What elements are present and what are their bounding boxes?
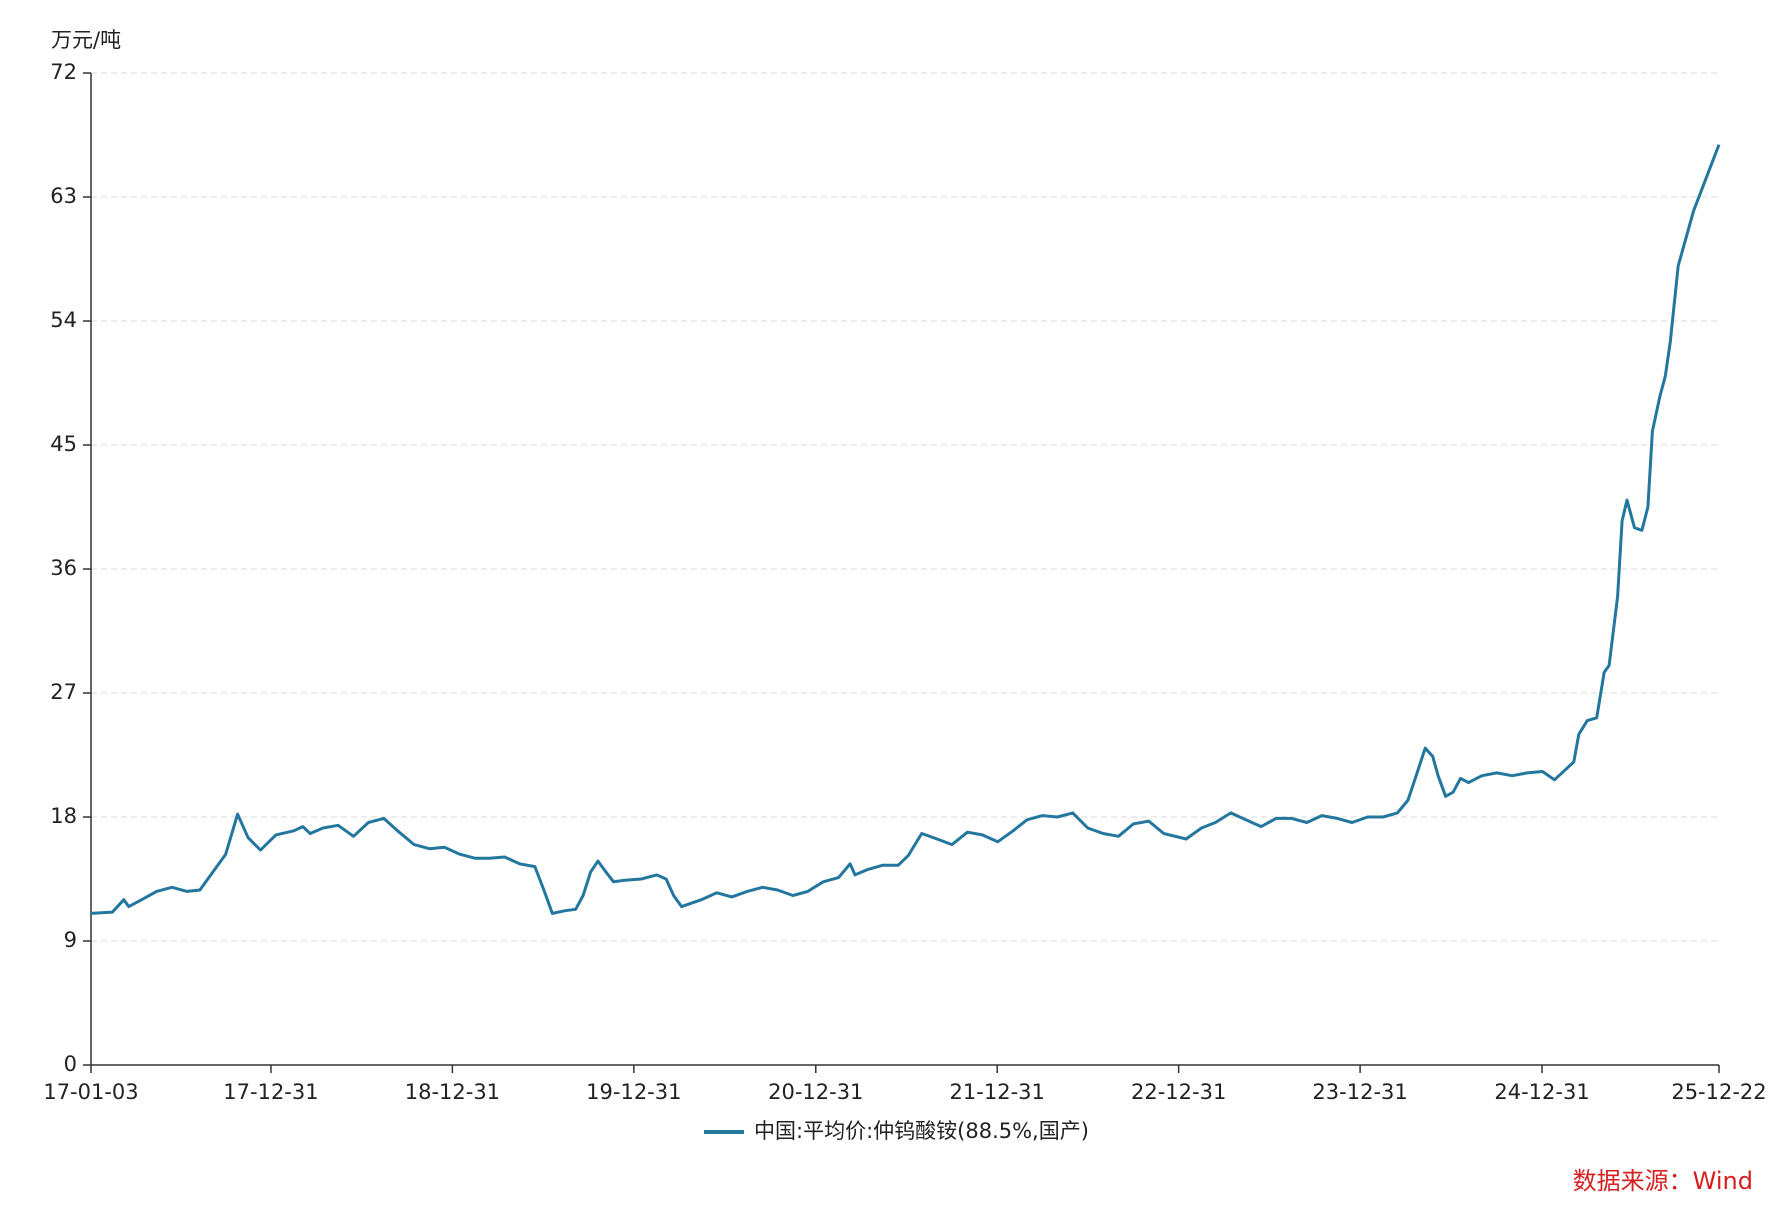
y-tick-label: 0 bbox=[64, 1052, 77, 1076]
y-tick-label: 45 bbox=[50, 432, 77, 456]
y-tick-label: 18 bbox=[50, 804, 77, 828]
y-tick-label: 54 bbox=[50, 308, 77, 332]
line-series bbox=[90, 144, 1721, 915]
legend-label: 中国:平均价:仲钨酸铵(88.5%,国产) bbox=[754, 1119, 1089, 1143]
y-tick-label: 9 bbox=[64, 928, 77, 952]
x-tick-label: 17-01-03 bbox=[43, 1080, 138, 1104]
y-tick-label: 72 bbox=[50, 60, 77, 84]
y-tick-label: 36 bbox=[50, 556, 77, 580]
x-tick-label: 23-12-31 bbox=[1312, 1080, 1407, 1104]
x-tick-label: 17-12-31 bbox=[223, 1080, 318, 1104]
x-tick-label: 21-12-31 bbox=[950, 1080, 1045, 1104]
x-tick-label: 19-12-31 bbox=[586, 1080, 681, 1104]
y-tick-label: 27 bbox=[50, 680, 77, 704]
x-tick-label: 18-12-31 bbox=[405, 1080, 500, 1104]
y-axis-label: 万元/吨 bbox=[51, 28, 121, 52]
x-tick-label: 22-12-31 bbox=[1131, 1080, 1226, 1104]
x-tick-label: 24-12-31 bbox=[1494, 1080, 1589, 1104]
x-tick-label: 20-12-31 bbox=[768, 1080, 863, 1104]
y-tick-label: 63 bbox=[50, 184, 77, 208]
source-note: 数据来源：Wind bbox=[1573, 1167, 1753, 1195]
x-tick-label: 25-12-22 bbox=[1671, 1080, 1766, 1104]
